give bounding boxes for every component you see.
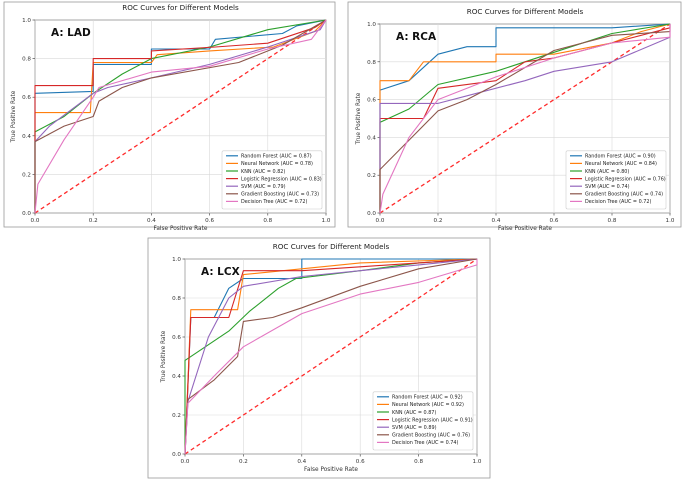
x-tick-label: 0.0 xyxy=(376,218,385,224)
y-tick-label: 0.4 xyxy=(367,135,376,141)
y-tick-label: 1.0 xyxy=(367,22,376,28)
x-axis-label: False Positive Rate xyxy=(304,467,358,473)
y-tick-label: 0.0 xyxy=(22,211,31,217)
roc-panel-a-rca: ROC Curves for Different Models 0.0 0.2 0.4… xyxy=(347,1,682,232)
legend-entry: Gradient Boosting (AUC = 0.73) xyxy=(241,192,319,198)
legend-entry: Logistic Regression (AUC = 0.76) xyxy=(585,176,666,182)
y-tick-label: 0.4 xyxy=(22,134,31,140)
roc-line-decision-tree xyxy=(184,259,478,455)
x-tick-label: 0.0 xyxy=(31,218,40,224)
y-tick-label: 0.2 xyxy=(22,172,31,178)
roc-line-svm xyxy=(379,24,671,213)
legend-entry: Random Forest (AUC = 0.90) xyxy=(585,154,656,160)
y-tick-label: 0.6 xyxy=(172,335,181,341)
x-axis-label: False Positive Rate xyxy=(498,226,552,232)
x-tick-label: 0.6 xyxy=(356,459,365,465)
y-tick-label: 1.0 xyxy=(22,18,31,24)
legend: Random Forest (AUC = 0.87)Neural Network… xyxy=(221,150,323,210)
y-tick-label: 0.2 xyxy=(172,413,181,419)
x-tick-label: 0.4 xyxy=(147,218,156,224)
x-tick-label: 0.6 xyxy=(205,218,214,224)
y-axis-label: True Positive Rate xyxy=(161,330,167,383)
y-tick-label: 0.6 xyxy=(367,98,376,104)
legend: Random Forest (AUC = 0.92)Neural Network… xyxy=(372,391,474,451)
roc-line-random-forest xyxy=(34,19,327,213)
panel-label: A: LCX xyxy=(201,266,240,278)
legend-entry: Gradient Boosting (AUC = 0.74) xyxy=(585,192,663,198)
roc-line-knn xyxy=(184,258,478,454)
y-tick-label: 0.0 xyxy=(367,211,376,217)
legend-entry: Gradient Boosting (AUC = 0.76) xyxy=(392,433,470,439)
roc-line-logistic-regression xyxy=(184,258,478,455)
y-tick-label: 0.4 xyxy=(172,374,181,380)
roc-line-neural-network xyxy=(379,23,671,213)
x-tick-label: 0.2 xyxy=(239,459,248,465)
x-tick-label: 1.0 xyxy=(666,218,675,224)
y-axis-label: True Positive Rate xyxy=(356,92,362,145)
legend-entry: Logistic Regression (AUC = 0.83) xyxy=(241,176,322,182)
y-axis-label: True Positive Rate xyxy=(11,90,17,143)
roc-line-knn xyxy=(379,23,671,213)
panel-label: A: RCA xyxy=(396,31,437,43)
roc-line-logistic-regression xyxy=(379,24,671,213)
legend-entry: KNN (AUC = 0.82) xyxy=(241,169,285,175)
roc-line-svm xyxy=(184,258,478,455)
roc-line-logistic-regression xyxy=(34,19,327,213)
x-tick-label: 1.0 xyxy=(322,218,331,224)
legend-entry: Neural Network (AUC = 0.92) xyxy=(392,402,464,408)
legend-entry: SVM (AUC = 0.74) xyxy=(585,184,630,190)
random-classifier-line xyxy=(184,258,478,455)
x-tick-label: 0.8 xyxy=(263,218,272,224)
roc-line-decision-tree xyxy=(34,19,327,214)
chart-title: ROC Curves for Different Models xyxy=(467,7,584,16)
legend-entry: Neural Network (AUC = 0.78) xyxy=(241,161,313,167)
y-tick-label: 0.6 xyxy=(22,95,31,101)
legend-entry: Decision Tree (AUC = 0.72) xyxy=(585,199,651,205)
roc-line-knn xyxy=(34,19,327,213)
y-tick-label: 0.0 xyxy=(172,452,181,458)
roc-line-gradient-boosting xyxy=(34,19,327,213)
x-tick-label: 0.0 xyxy=(181,459,190,465)
legend-entry: SVM (AUC = 0.89) xyxy=(392,425,437,431)
legend-entry: Random Forest (AUC = 0.92) xyxy=(392,395,463,401)
y-tick-label: 1.0 xyxy=(172,257,181,263)
random-classifier-line xyxy=(379,23,671,214)
roc-line-decision-tree xyxy=(379,24,671,214)
x-axis-label: False Positive Rate xyxy=(154,226,208,232)
x-tick-label: 0.2 xyxy=(89,218,98,224)
chart-title: ROC Curves for Different Models xyxy=(122,3,239,12)
y-tick-label: 0.2 xyxy=(367,173,376,179)
legend-entry: Random Forest (AUC = 0.87) xyxy=(241,154,312,160)
y-tick-label: 0.8 xyxy=(172,296,181,302)
chart-title: ROC Curves for Different Models xyxy=(273,242,390,251)
legend-entry: Decision Tree (AUC = 0.74) xyxy=(392,440,458,446)
legend: Random Forest (AUC = 0.90)Neural Network… xyxy=(565,150,667,210)
roc-panel-a-lad: ROC Curves for Different Models 0.0 0.2 0.4… xyxy=(3,1,336,232)
legend-entry: Neural Network (AUC = 0.84) xyxy=(585,161,657,167)
legend-entry: SVM (AUC = 0.79) xyxy=(241,184,286,190)
random-classifier-line xyxy=(34,19,327,214)
legend-box xyxy=(372,391,474,451)
x-tick-label: 0.6 xyxy=(550,218,559,224)
y-tick-label: 0.8 xyxy=(22,57,31,63)
x-tick-label: 0.8 xyxy=(414,459,423,465)
legend-box xyxy=(565,150,667,210)
legend-box xyxy=(221,150,323,210)
y-tick-label: 0.8 xyxy=(367,60,376,66)
legend-entry: Decision Tree (AUC = 0.72) xyxy=(241,199,307,205)
roc-line-gradient-boosting xyxy=(379,24,671,213)
x-tick-label: 0.2 xyxy=(434,218,443,224)
x-tick-label: 0.4 xyxy=(297,459,306,465)
x-tick-label: 0.4 xyxy=(492,218,501,224)
x-tick-label: 0.8 xyxy=(608,218,617,224)
roc-line-neural-network xyxy=(184,258,478,455)
roc-line-random-forest xyxy=(379,23,671,213)
legend-entry: Logistic Regression (AUC = 0.91) xyxy=(392,417,473,423)
legend-entry: KNN (AUC = 0.80) xyxy=(585,169,629,175)
x-tick-label: 1.0 xyxy=(473,459,482,465)
legend-entry: KNN (AUC = 0.87) xyxy=(392,410,436,416)
panel-label: A: LAD xyxy=(51,27,91,39)
roc-panel-a-lcx: ROC Curves for Different Models 0.0 0.2 0.4… xyxy=(147,237,491,479)
